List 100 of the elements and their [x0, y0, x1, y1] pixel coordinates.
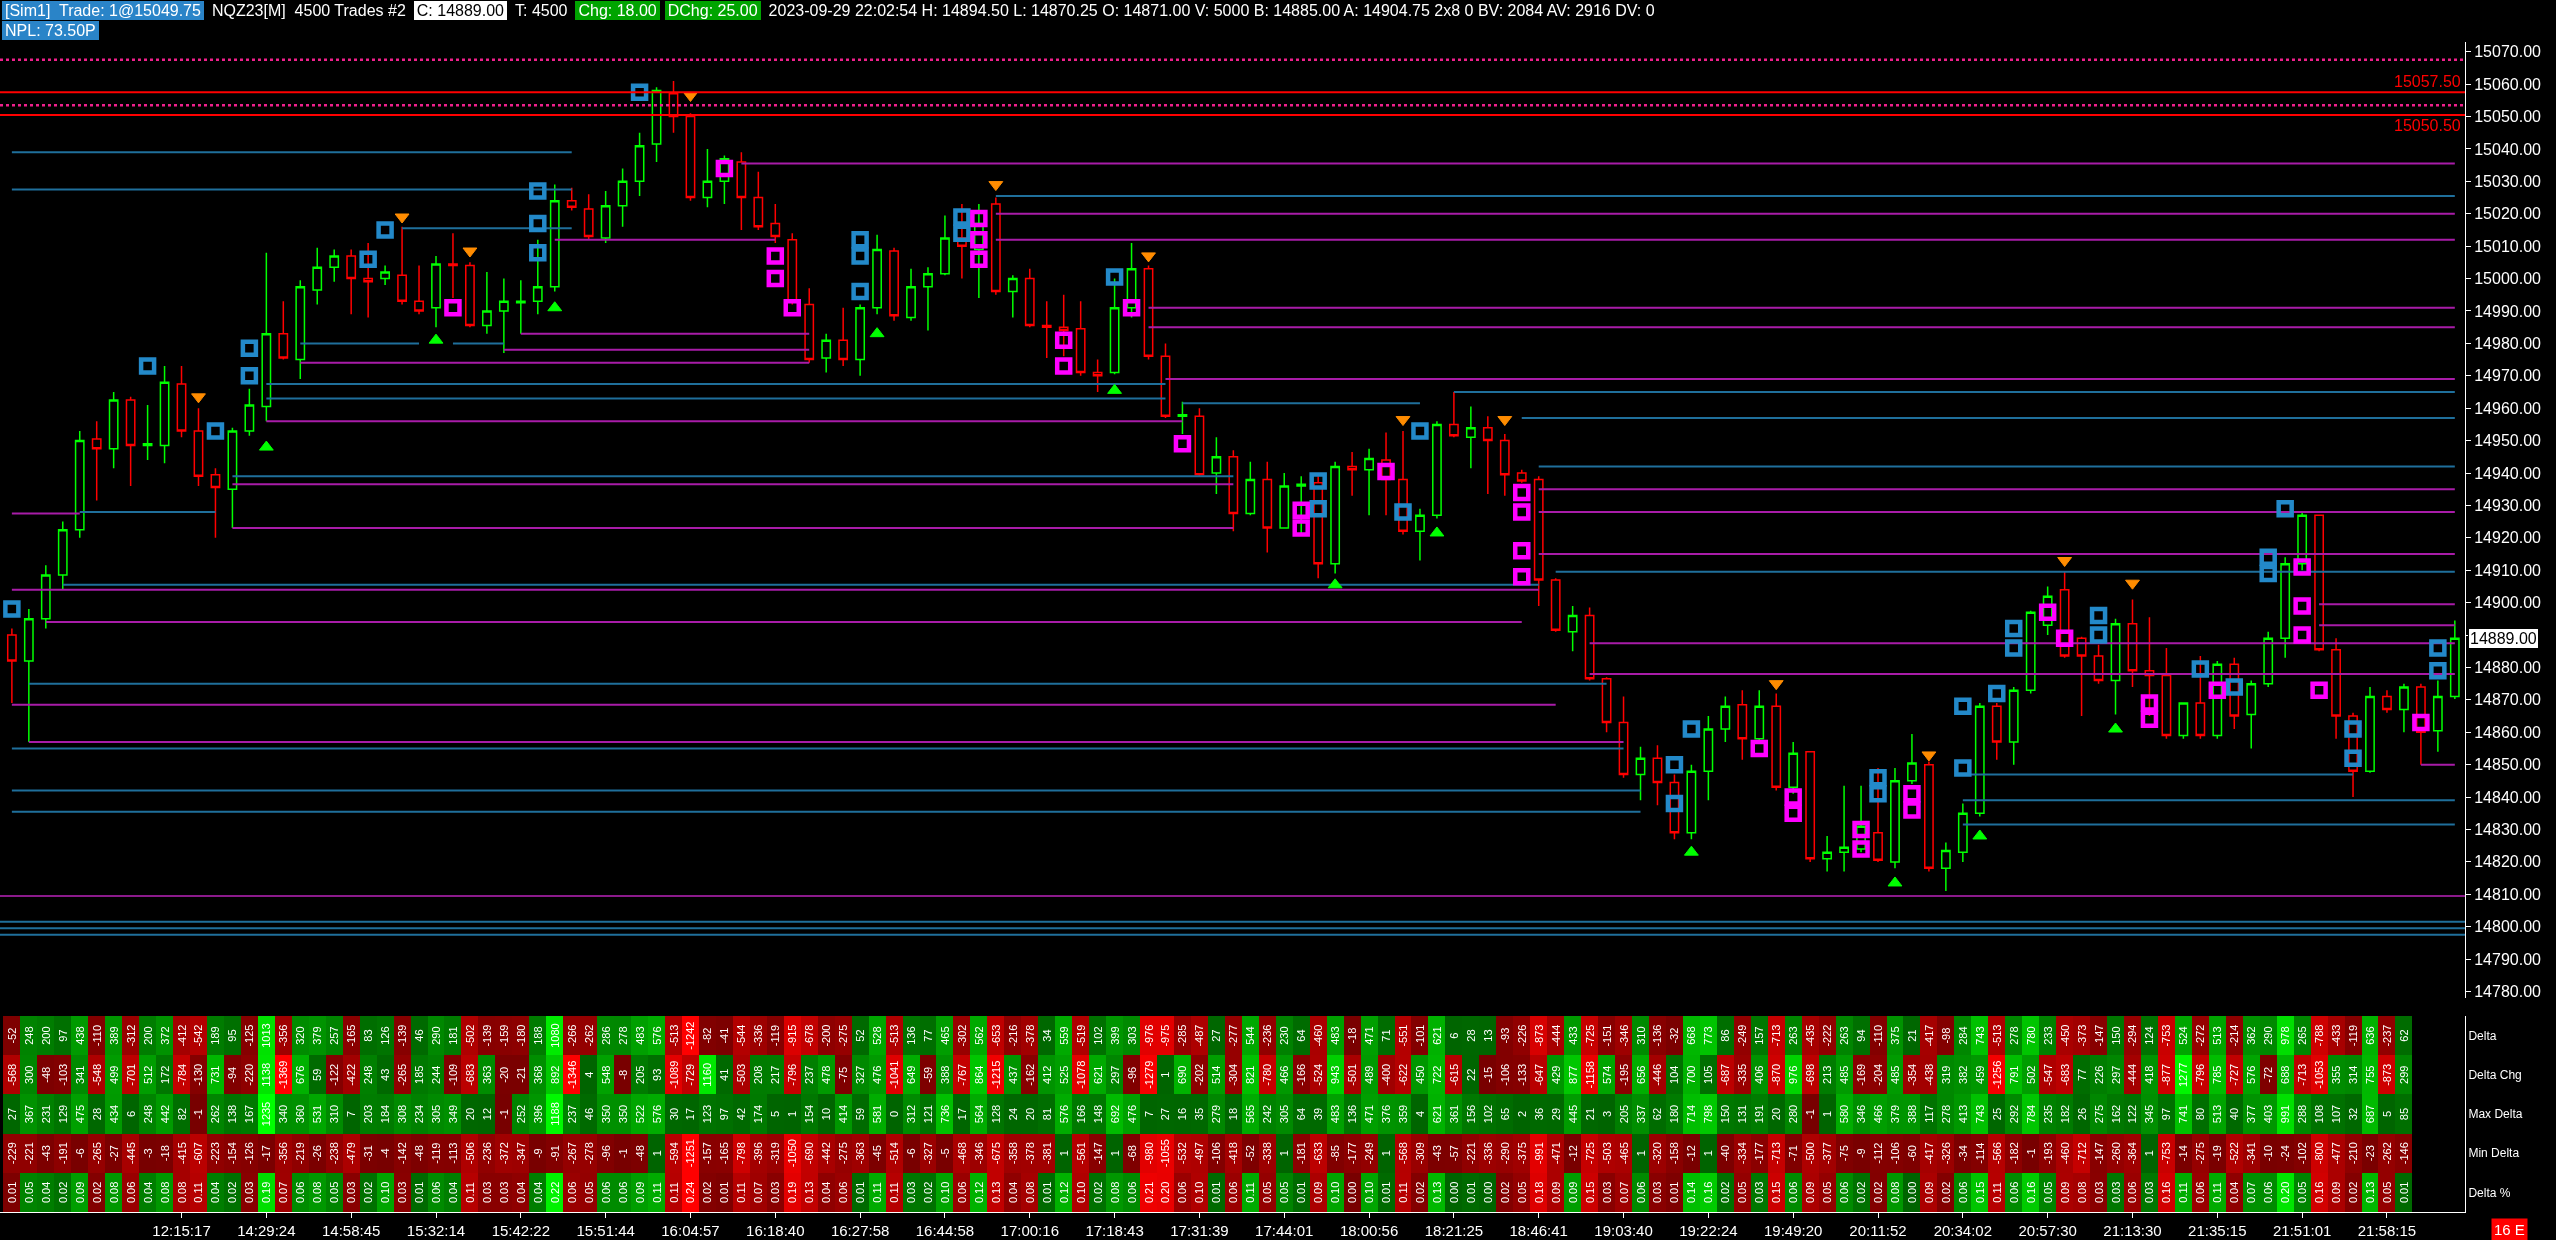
data-label: 0.03: [1600, 1181, 1613, 1204]
point: [1988, 684, 2006, 703]
data-label: -373: [2075, 1024, 2088, 1047]
y-tick-label: 15000.00: [2474, 270, 2542, 288]
point: [2089, 606, 2108, 625]
text: [Sim1] Trade: 1@15049.75: [2, 1, 204, 20]
data-label: -26: [311, 1145, 324, 1162]
x-tick-label: 19:22:24: [1679, 1222, 1738, 1239]
x-tick-label: 15:51:44: [576, 1222, 635, 1239]
data-label: 0.03: [396, 1181, 409, 1204]
data-label: 414: [837, 1104, 850, 1124]
candlestick: [2059, 571, 2070, 659]
data-label: -753: [2160, 1142, 2173, 1165]
point: [529, 243, 547, 262]
candlestick: [1703, 715, 1714, 802]
data-label: 791: [2007, 1065, 2020, 1084]
data-label: 0.10: [379, 1181, 392, 1204]
data-label: 382: [1956, 1065, 1969, 1084]
data-label: 0.02: [1855, 1181, 1868, 1204]
data-label: -1215: [989, 1060, 1002, 1089]
data-label: 1: [1108, 1150, 1121, 1157]
data-label: -701: [124, 1063, 137, 1086]
data-label: 0.11: [1396, 1182, 1409, 1203]
data-label: 288: [2296, 1104, 2309, 1124]
data-label: 93: [650, 1068, 663, 1081]
data-label: -125: [243, 1024, 256, 1047]
data-label: -422: [345, 1063, 358, 1086]
data-label: 341: [73, 1065, 86, 1084]
data-label: -17: [260, 1145, 273, 1162]
data-label: 0.10: [938, 1181, 951, 1204]
y-tick-label: 14920.00: [2474, 529, 2542, 547]
data-label: 574: [1600, 1065, 1613, 1084]
data-label: 442: [158, 1104, 171, 1124]
candlestick: [2246, 679, 2257, 750]
data-label: 102: [1481, 1104, 1494, 1124]
data-label: 257: [328, 1026, 341, 1045]
data-label: 102: [1091, 1026, 1104, 1045]
point: [1682, 720, 1701, 738]
data-label: 25: [1990, 1107, 2003, 1121]
data-label: 0.05: [582, 1181, 595, 1204]
y-tick-label: 14950.00: [2474, 432, 2542, 450]
data-label: -796: [2194, 1063, 2207, 1086]
data-label: 0.04: [141, 1181, 154, 1204]
data-label: 0.06: [124, 1181, 137, 1204]
data-label: -214: [2228, 1024, 2241, 1047]
point: [1292, 501, 1310, 520]
data-label: -1: [497, 1109, 510, 1119]
x-tick-label: 14:29:24: [237, 1222, 296, 1239]
text: C: 14889.00: [413, 1, 507, 20]
data-label: 0.06: [1787, 1181, 1800, 1204]
data-label: 0.15: [1770, 1181, 1783, 1204]
data-label: -800: [2313, 1142, 2326, 1165]
data-label: 0.11: [192, 1182, 205, 1203]
x-tick-label: 20:11:52: [1849, 1222, 1907, 1239]
data-label: -1251: [684, 1139, 697, 1168]
data-label: -319: [769, 1142, 782, 1165]
x-tick-label: 16:18:40: [746, 1222, 805, 1239]
data-label: -71: [1787, 1145, 1800, 1162]
data-label: 0.07: [1617, 1181, 1630, 1204]
y-tick-label: 14820.00: [2474, 853, 2542, 871]
data-label: 0.07: [2245, 1181, 2258, 1204]
candlestick: [2042, 585, 2053, 636]
data-label: 5: [2380, 1110, 2393, 1118]
data-label: -346: [972, 1142, 985, 1165]
candlestick: [1533, 475, 1544, 607]
data-label: -110: [1872, 1025, 1885, 1047]
candlestick: [906, 268, 916, 322]
candlestick: [142, 404, 153, 461]
candlestick: [397, 225, 407, 306]
data-label: -320: [1651, 1142, 1664, 1165]
data-label: 0.08: [175, 1181, 188, 1204]
data-label: -237: [2380, 1024, 2393, 1047]
data-label: 0.15: [1583, 1181, 1596, 1204]
data-label: 476: [1125, 1104, 1138, 1124]
data-label: 459: [1973, 1065, 1986, 1084]
point: [766, 269, 785, 288]
data-label: 4: [582, 1071, 595, 1078]
candlestick: [465, 261, 475, 328]
data-label: -1256: [1990, 1060, 2003, 1089]
data-label: -594: [667, 1142, 680, 1165]
point: [630, 83, 649, 101]
y-tick-label: 14900.00: [2474, 594, 2542, 612]
data-label: 0.03: [480, 1181, 493, 1204]
data-label: 233: [2041, 1026, 2054, 1045]
data-label: 367: [22, 1104, 35, 1124]
data-label: -294: [2126, 1024, 2139, 1047]
data-label: 418: [2143, 1065, 2156, 1084]
candlestick: [855, 303, 866, 377]
candlestick: [1245, 460, 1256, 516]
data-label: 248: [141, 1104, 154, 1124]
data-label: -23: [2364, 1145, 2376, 1162]
data-label: 18: [1227, 1107, 1240, 1121]
point: [2429, 661, 2447, 680]
data-label: -20: [497, 1066, 510, 1083]
data-label: -873: [1532, 1024, 1545, 1047]
data-label: 22: [1464, 1068, 1477, 1081]
data-label: -513: [667, 1024, 680, 1047]
data-label: 0.06: [1634, 1181, 1647, 1204]
data-label: -335: [1736, 1063, 1749, 1086]
point: [191, 393, 206, 404]
